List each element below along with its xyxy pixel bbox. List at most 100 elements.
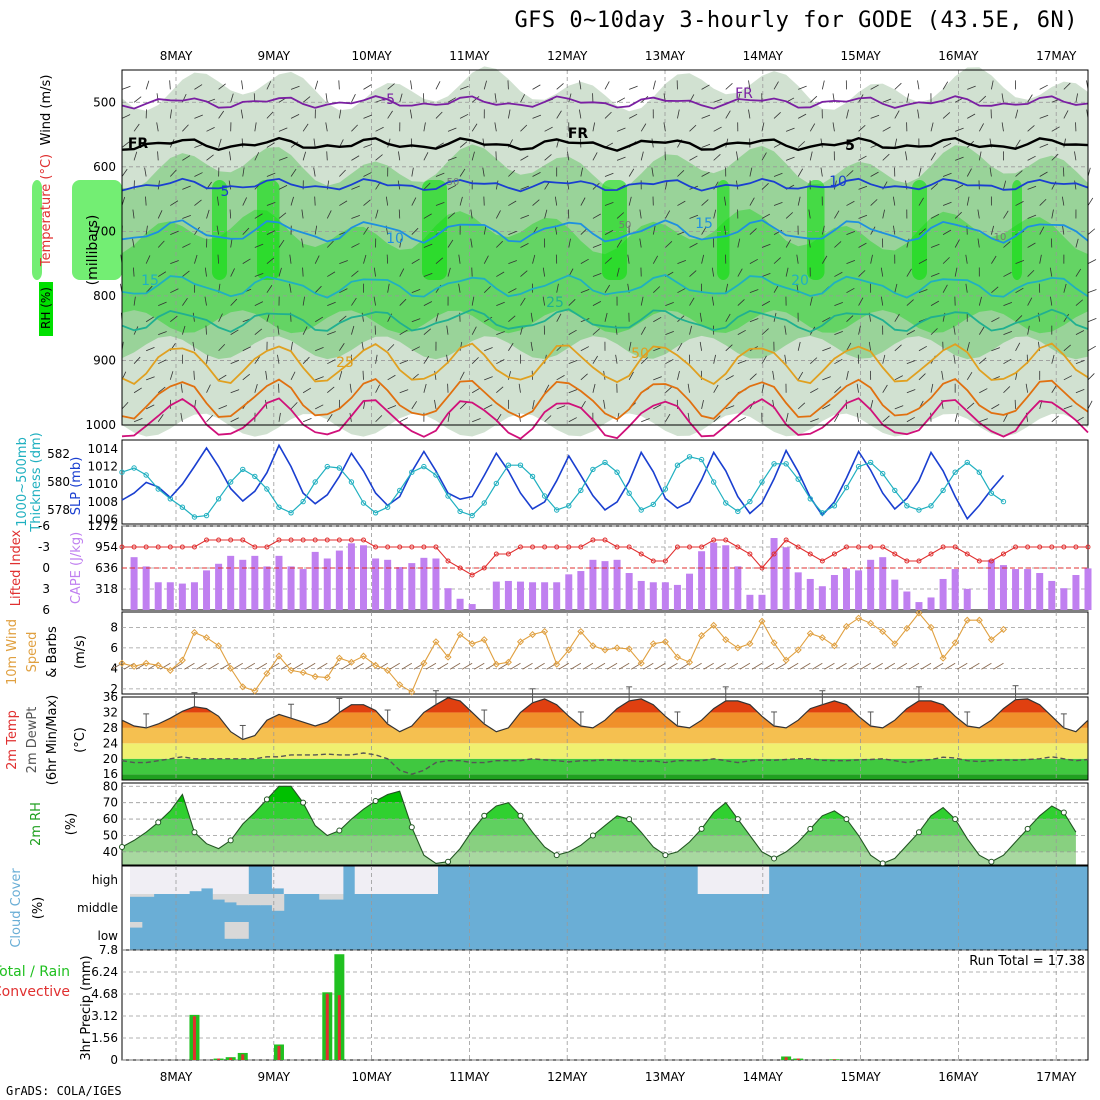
wind-barb [834,271,843,277]
wind-barb [520,94,526,103]
wind-barb [145,404,155,410]
lifted-index-point [1000,551,1006,557]
wind-barb [978,296,982,306]
wind-barb [484,404,493,410]
wind-barb [687,412,690,422]
wind-barb [868,341,872,351]
rh-axis-label: 2m RH [29,802,44,846]
wind-barb [1087,289,1097,294]
wind-speed-point [685,658,694,666]
wind-barb [351,325,355,335]
wind-speed-point [263,669,271,678]
wind-barb [701,254,705,264]
wind-barb [474,662,485,670]
wind-barb [568,93,572,103]
rh-point [517,812,524,819]
temp-band [122,727,1088,744]
wind-barb [653,404,662,410]
cape-bar [130,557,138,610]
wind-barb [640,326,646,335]
wind-barb [266,257,275,264]
wind-barb [278,267,282,277]
wind-barb [242,258,251,264]
wind-barb [121,85,131,90]
wind-barb [979,357,987,364]
wind-barb [713,415,721,423]
wind-barb [375,415,383,423]
wind-barb [544,415,552,423]
wind-barb [725,283,729,293]
wind-barb [327,359,336,365]
wind-barb [592,272,602,277]
wind-barb [604,81,610,90]
wind-barb [615,354,618,364]
lifted-index-point [952,544,958,550]
rh-point [843,816,850,823]
wind-barb [278,127,288,132]
precip-convective-bar [337,995,341,1060]
wind-barb [846,231,856,235]
cloud-gap [307,866,320,894]
wind-barb [870,114,880,119]
wind-barb [1015,139,1021,148]
wind-barb [508,230,517,235]
wind-barb [616,156,626,161]
wind-barb [701,199,709,206]
wind-barb [1027,125,1035,132]
wind-barb [280,662,292,670]
cape-tick-label: 318 [95,582,118,596]
wind-speed-point [420,659,428,667]
wind-barb [978,123,984,132]
lifted-index-point [892,551,898,557]
wind-barb [785,156,795,161]
cross-section-frame [121,69,1089,426]
wind-barb [494,93,497,103]
wind-barb [761,182,769,190]
thickness-point [421,463,427,470]
wind-barb [266,284,273,293]
thickness-point [566,503,572,509]
wind-barb [302,387,312,394]
wind-barb [834,210,840,219]
wind-speed-point [879,627,887,636]
wind-barb [361,312,364,322]
wind-barb [423,243,433,248]
isotherm [121,274,1089,299]
cape-bar [190,582,198,610]
wind-barb [858,270,866,277]
rh-point [988,858,995,865]
thickness-tick-label: 582 [47,447,70,461]
wind-barb [169,371,174,380]
lifted-index-point [264,544,270,550]
wind-barb [133,417,143,423]
wind-barb [677,200,686,206]
wind-barb [508,169,516,177]
wind-barb [604,230,614,235]
lifted-index-point [868,544,874,550]
wind-barb [930,243,940,248]
wind-barb [812,662,823,670]
rh-band-fill [122,851,1076,865]
wind-barb [784,325,787,335]
thickness-point [155,486,161,492]
wind-barb [544,209,548,219]
cape-bar [420,557,428,610]
wind-barb [785,239,791,248]
cape-bar [686,573,694,610]
wind-barb [942,229,952,235]
wind-speed-point [601,646,609,654]
wind-barb [978,326,985,335]
thickness-point [916,507,922,513]
wind-barb [664,180,668,190]
wind-barb [821,80,825,90]
lifted-index-point [687,544,693,550]
date-label-top: 12MAY [547,49,588,63]
thickness-point [119,469,125,475]
wind-barb [592,383,596,393]
wind-barb [461,662,473,670]
wind-barb [435,81,441,90]
wind-barb [327,331,336,336]
wind-barb [652,80,656,90]
thickness-point [191,514,198,520]
cloud-gap [295,866,308,894]
